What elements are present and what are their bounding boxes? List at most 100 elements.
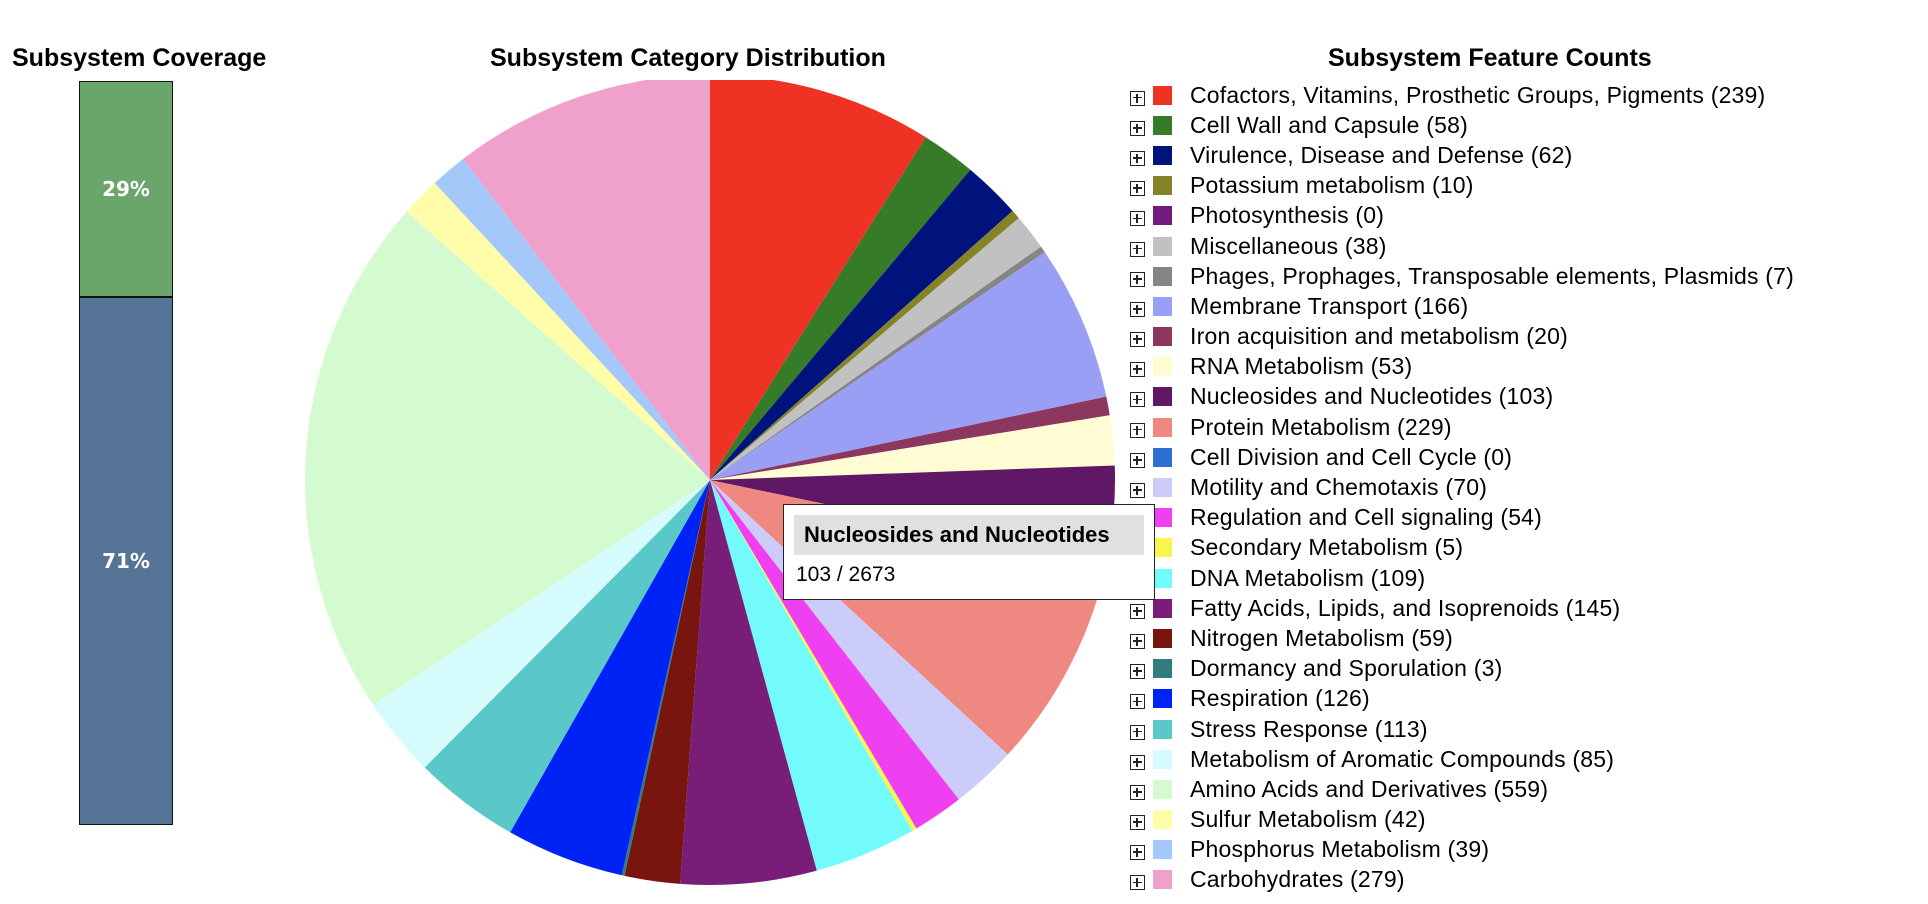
legend-item[interactable]: Nucleosides and Nucleotides (103) bbox=[1130, 382, 1794, 412]
legend-item[interactable]: Sulfur Metabolism (42) bbox=[1130, 805, 1794, 835]
expand-plus-icon[interactable] bbox=[1130, 271, 1145, 287]
legend-label: Carbohydrates (279) bbox=[1190, 866, 1405, 893]
legend-category-count: 42 bbox=[1391, 806, 1418, 833]
legend-item[interactable]: Carbohydrates (279) bbox=[1130, 865, 1794, 895]
legend-item[interactable]: Metabolism of Aromatic Compounds (85) bbox=[1130, 744, 1794, 774]
legend-item[interactable]: Respiration (126) bbox=[1130, 684, 1794, 714]
legend-item[interactable]: RNA Metabolism (53) bbox=[1130, 352, 1794, 382]
legend-item[interactable]: DNA Metabolism (109) bbox=[1130, 563, 1794, 593]
legend-item[interactable]: Miscellaneous (38) bbox=[1130, 231, 1794, 261]
pie-slice[interactable] bbox=[710, 137, 971, 480]
pie-slice[interactable] bbox=[710, 169, 1013, 480]
legend-item[interactable]: Phosphorus Metabolism (39) bbox=[1130, 835, 1794, 865]
pie-slice[interactable] bbox=[624, 480, 710, 884]
legend-swatch bbox=[1153, 779, 1172, 799]
legend-item[interactable]: Membrane Transport (166) bbox=[1130, 291, 1794, 321]
legend-category-count: 103 bbox=[1506, 383, 1546, 410]
expand-plus-icon[interactable] bbox=[1130, 603, 1145, 619]
expand-plus-icon[interactable] bbox=[1130, 664, 1145, 680]
coverage-segment[interactable]: 71% bbox=[79, 297, 173, 825]
expand-plus-icon[interactable] bbox=[1130, 483, 1145, 499]
legend-category-name: Cell Wall and Capsule bbox=[1190, 111, 1420, 138]
expand-plus-icon[interactable] bbox=[1130, 784, 1145, 800]
legend-category-count: 70 bbox=[1453, 474, 1480, 501]
expand-plus-icon[interactable] bbox=[1130, 241, 1145, 257]
legend-item[interactable]: Protein Metabolism (229) bbox=[1130, 412, 1794, 442]
legend-item[interactable]: Amino Acids and Derivatives (559) bbox=[1130, 774, 1794, 804]
expand-plus-icon[interactable] bbox=[1130, 120, 1145, 136]
expand-plus-icon[interactable] bbox=[1130, 845, 1145, 861]
expand-plus-icon[interactable] bbox=[1130, 150, 1145, 166]
legend-swatch bbox=[1153, 719, 1172, 739]
legend-item[interactable]: Iron acquisition and metabolism (20) bbox=[1130, 322, 1794, 352]
legend-category-count: 10 bbox=[1439, 172, 1466, 199]
legend-label: Cofactors, Vitamins, Prosthetic Groups, … bbox=[1190, 81, 1766, 108]
pie-slice[interactable] bbox=[621, 480, 710, 876]
legend-item[interactable]: Cofactors, Vitamins, Prosthetic Groups, … bbox=[1130, 80, 1794, 110]
pie-slice[interactable] bbox=[305, 211, 710, 706]
pie-slice[interactable] bbox=[710, 218, 1042, 480]
legend-item[interactable]: Stress Response (113) bbox=[1130, 714, 1794, 744]
legend-item[interactable]: Nitrogen Metabolism (59) bbox=[1130, 623, 1794, 653]
expand-plus-icon[interactable] bbox=[1130, 332, 1145, 348]
expand-plus-icon[interactable] bbox=[1130, 724, 1145, 740]
legend-swatch bbox=[1153, 266, 1172, 286]
expand-plus-icon[interactable] bbox=[1130, 362, 1145, 378]
pie-slice[interactable] bbox=[434, 159, 710, 480]
legend-label: Motility and Chemotaxis (70) bbox=[1190, 474, 1488, 501]
pie-slice[interactable] bbox=[373, 480, 710, 768]
expand-plus-icon[interactable] bbox=[1130, 633, 1145, 649]
pie-slice[interactable] bbox=[510, 480, 710, 876]
expand-plus-icon[interactable] bbox=[1130, 815, 1145, 831]
expand-plus-icon[interactable] bbox=[1130, 301, 1145, 317]
legend-item[interactable]: Fatty Acids, Lipids, and Isoprenoids (14… bbox=[1130, 593, 1794, 623]
legend-label: Respiration (126) bbox=[1190, 685, 1370, 712]
pie-slice[interactable] bbox=[710, 210, 1019, 480]
legend-label: Stress Response (113) bbox=[1190, 715, 1428, 742]
pie-slice[interactable] bbox=[710, 480, 913, 871]
expand-plus-icon[interactable] bbox=[1130, 392, 1145, 408]
legend-label: Cell Division and Cell Cycle (0) bbox=[1190, 443, 1513, 470]
pie-chart bbox=[305, 80, 1115, 885]
legend-swatch bbox=[1153, 357, 1172, 377]
legend-label: Fatty Acids, Lipids, and Isoprenoids (14… bbox=[1190, 594, 1621, 621]
pie-slice[interactable] bbox=[710, 80, 926, 480]
legend-label: Protein Metabolism (229) bbox=[1190, 413, 1452, 440]
legend-item[interactable]: Phages, Prophages, Transposable elements… bbox=[1130, 261, 1794, 291]
pie-slice[interactable] bbox=[406, 182, 710, 480]
pie-slice[interactable] bbox=[463, 80, 710, 480]
legend-label: Cell Wall and Capsule (58) bbox=[1190, 111, 1468, 138]
legend-item[interactable]: Dormancy and Sporulation (3) bbox=[1130, 654, 1794, 684]
pie-slice[interactable] bbox=[710, 415, 1115, 480]
legend-item[interactable]: Photosynthesis (0) bbox=[1130, 201, 1794, 231]
legend-item[interactable]: Motility and Chemotaxis (70) bbox=[1130, 472, 1794, 502]
pie-slice[interactable] bbox=[680, 480, 817, 885]
coverage-bar: 29% 71% bbox=[79, 81, 173, 825]
expand-plus-icon[interactable] bbox=[1130, 181, 1145, 197]
legend-item[interactable]: Cell Division and Cell Cycle (0) bbox=[1130, 442, 1794, 472]
expand-plus-icon[interactable] bbox=[1130, 875, 1145, 891]
expand-plus-icon[interactable] bbox=[1130, 452, 1145, 468]
pie-slice[interactable] bbox=[710, 246, 1045, 480]
pie-slice[interactable] bbox=[424, 480, 710, 833]
pie-slice[interactable] bbox=[710, 396, 1110, 480]
pie-slice[interactable] bbox=[710, 252, 1107, 480]
legend-item[interactable]: Potassium metabolism (10) bbox=[1130, 171, 1794, 201]
expand-plus-icon[interactable] bbox=[1130, 754, 1145, 770]
legend-item[interactable]: Regulation and Cell signaling (54) bbox=[1130, 503, 1794, 533]
tooltip-title: Nucleosides and Nucleotides bbox=[794, 515, 1144, 555]
pie-slice[interactable] bbox=[710, 480, 917, 831]
legend-category-name: Stress Response bbox=[1190, 715, 1369, 742]
pie-slice[interactable] bbox=[710, 480, 959, 829]
legend-swatch bbox=[1153, 628, 1172, 648]
coverage-segment[interactable]: 29% bbox=[79, 81, 173, 297]
legend-item[interactable]: Virulence, Disease and Defense (62) bbox=[1130, 140, 1794, 170]
legend-label: Phages, Prophages, Transposable elements… bbox=[1190, 262, 1795, 289]
expand-plus-icon[interactable] bbox=[1130, 422, 1145, 438]
legend-item[interactable]: Cell Wall and Capsule (58) bbox=[1130, 110, 1794, 140]
legend-swatch bbox=[1153, 840, 1172, 860]
expand-plus-icon[interactable] bbox=[1130, 694, 1145, 710]
expand-plus-icon[interactable] bbox=[1130, 90, 1145, 106]
legend-item[interactable]: Secondary Metabolism (5) bbox=[1130, 533, 1794, 563]
expand-plus-icon[interactable] bbox=[1130, 211, 1145, 227]
